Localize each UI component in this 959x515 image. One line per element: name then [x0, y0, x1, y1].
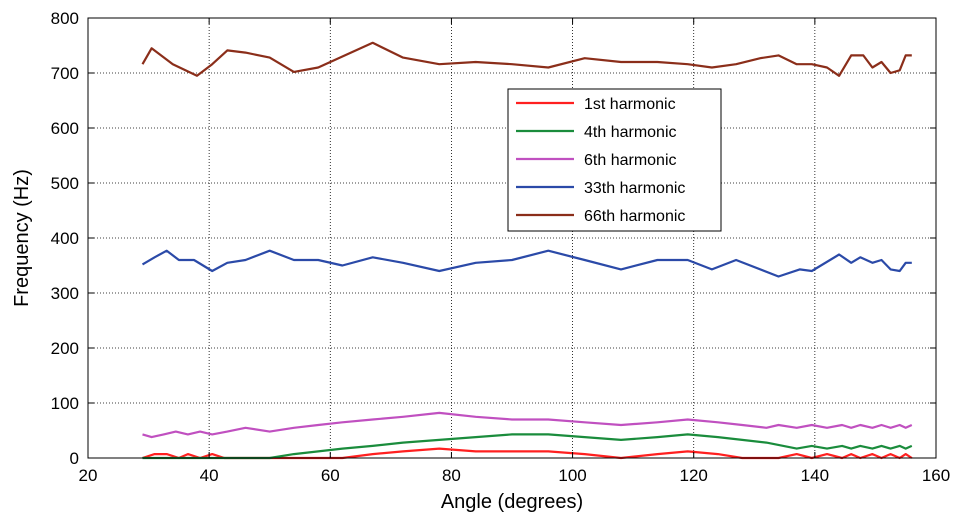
y-tick-label: 300: [51, 284, 79, 303]
y-tick-label: 700: [51, 64, 79, 83]
series-line-6th-harmonic: [142, 411, 913, 439]
x-tick-label: 140: [801, 466, 829, 485]
series-line-1st-harmonic: [142, 447, 913, 460]
x-tick-label: 40: [200, 466, 219, 485]
x-tick-label: 80: [442, 466, 461, 485]
legend-label-4th-harmonic: 4th harmonic: [584, 124, 677, 141]
y-tick-label: 200: [51, 339, 79, 358]
x-axis-label: Angle (degrees): [441, 491, 583, 513]
x-tick-label: 20: [79, 466, 98, 485]
legend-label-33th-harmonic: 33th harmonic: [584, 180, 685, 197]
series-line-33th-harmonic: [141, 249, 912, 278]
legend-label-66th-harmonic: 66th harmonic: [584, 208, 685, 225]
y-tick-label: 0: [70, 449, 79, 468]
axis-ticks: 20 40 60 80 100 120 140 160 0 100 200 300 400 500 600 7…: [51, 9, 951, 485]
y-tick-label: 800: [51, 9, 79, 28]
y-axis-label: Frequency (Hz): [11, 169, 33, 307]
x-tick-label: 160: [922, 466, 950, 485]
y-tick-label: 500: [51, 174, 79, 193]
y-tick-label: 100: [51, 394, 79, 413]
legend-label-1st-harmonic: 1st harmonic: [584, 96, 676, 113]
series-line-66th-harmonic: [141, 41, 912, 77]
y-tick-label: 600: [51, 119, 79, 138]
legend: 1st harmonic 4th harmonic 6th harmonic 33th…: [507, 88, 722, 232]
x-tick-label: 120: [680, 466, 708, 485]
y-tick-label: 400: [51, 229, 79, 248]
legend-label-6th-harmonic: 6th harmonic: [584, 152, 677, 169]
x-tick-label: 100: [558, 466, 586, 485]
x-tick-label: 60: [321, 466, 340, 485]
